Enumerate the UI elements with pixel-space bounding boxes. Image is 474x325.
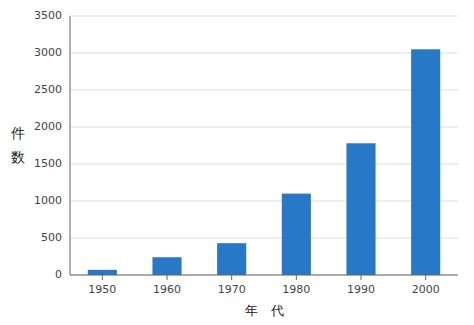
grid-line (70, 90, 458, 91)
y-tick-label: 2500 (34, 83, 62, 96)
x-tick (231, 275, 232, 280)
y-axis-label: 件数 (11, 125, 25, 165)
y-tick-label: 2000 (34, 120, 62, 133)
x-tick-label: 1960 (153, 283, 181, 296)
x-tick (425, 275, 426, 280)
y-tick-label: 500 (41, 231, 62, 244)
grid-line (70, 275, 458, 276)
y-axis-line (70, 16, 71, 275)
grid-line (70, 164, 458, 165)
x-tick (361, 275, 362, 280)
grid-line (70, 16, 458, 17)
x-tick-label: 2000 (412, 283, 440, 296)
y-tick-label: 0 (55, 268, 62, 281)
x-tick (167, 275, 168, 280)
y-tick-label: 3500 (34, 9, 62, 22)
x-tick-label: 1980 (282, 283, 310, 296)
y-tick-label: 1000 (34, 194, 62, 207)
chart-container: 0 500 1000 1500 2000 2500 3000 3500 1950 1960 1970… (0, 0, 474, 325)
grid-line (70, 53, 458, 54)
bar (217, 243, 246, 275)
x-tick-label: 1970 (218, 283, 246, 296)
chart-svg: 0 500 1000 1500 2000 2500 3000 3500 1950 1960 1970… (0, 0, 474, 325)
x-tick-label: 1950 (88, 283, 116, 296)
x-tick (296, 275, 297, 280)
y-tick-label: 3000 (34, 46, 62, 59)
grid-line (70, 127, 458, 128)
y-tick-label: 1500 (34, 157, 62, 170)
bars (88, 49, 440, 275)
x-axis-label: 年 代 (245, 303, 284, 318)
bar (282, 194, 311, 275)
x-axis-line (70, 275, 458, 276)
bar (88, 270, 117, 275)
x-tick (102, 275, 103, 280)
grid-line (70, 238, 458, 239)
x-tick-label: 1990 (347, 283, 375, 296)
grid-line (70, 201, 458, 202)
bar (346, 143, 375, 275)
bar (411, 49, 440, 275)
y-grid (70, 16, 458, 275)
bar (152, 257, 181, 275)
